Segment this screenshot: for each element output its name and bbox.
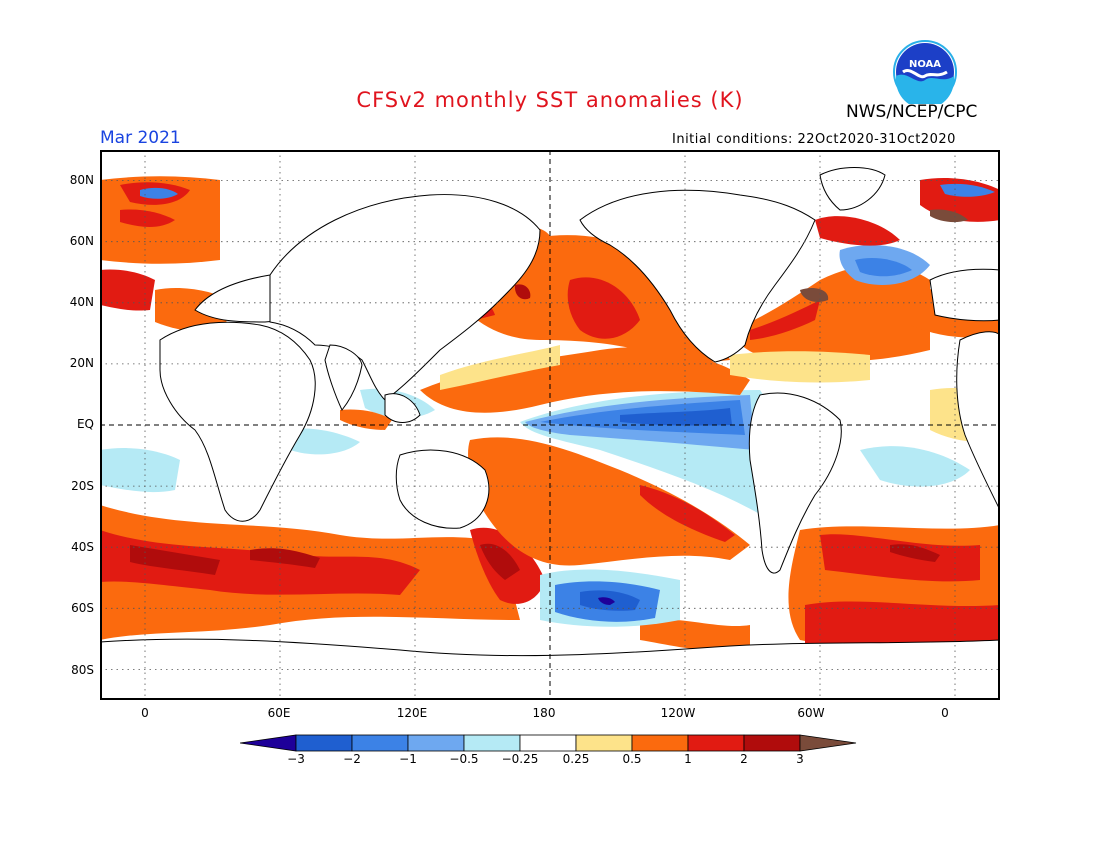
colorbar-label: 1	[684, 752, 692, 766]
map-frame	[100, 150, 1000, 700]
reference-lines	[100, 150, 1000, 700]
colorbar-swatch	[407, 734, 465, 752]
lon-label: 60E	[267, 706, 291, 720]
southern-ocean-warm-band	[100, 505, 1000, 656]
colorbar-swatch	[687, 734, 745, 752]
lon-label: 180	[532, 706, 556, 720]
agency-label: NWS/NCEP/CPC	[846, 102, 978, 122]
pacific-cold-anomaly	[520, 390, 770, 520]
south-pacific-cold-anomaly	[540, 569, 680, 627]
colorbar-swatch	[631, 734, 689, 752]
lon-label: 120E	[396, 706, 428, 720]
colorbar	[240, 734, 857, 752]
month-label: Mar 2021	[100, 128, 181, 148]
lat-label: 40N	[69, 295, 94, 309]
lon-label: 60W	[797, 706, 825, 720]
lat-label: 80S	[71, 663, 94, 677]
colorbar-label: −1	[399, 752, 417, 766]
colorbar-label: −2	[343, 752, 361, 766]
colorbar-label: −0.5	[449, 752, 479, 766]
lat-label: EQ	[76, 417, 94, 431]
map-title: CFSv2 monthly SST anomalies (K)	[356, 88, 744, 112]
lon-label: 0	[941, 706, 949, 720]
colorbar-swatch	[351, 734, 409, 752]
south-pacific-warm-anomaly	[468, 437, 750, 566]
lat-label: 60S	[71, 601, 94, 615]
colorbar-swatch	[743, 734, 801, 752]
colorbar-swatch	[240, 734, 297, 752]
lat-label: 20N	[69, 356, 94, 370]
lat-label: 60N	[69, 234, 94, 248]
colorbar-label: 3	[796, 752, 804, 766]
colorbar-swatch	[799, 734, 857, 752]
colorbar-label: 2	[740, 752, 748, 766]
colorbar-label: 0.5	[622, 752, 642, 766]
colorbar-label: 0.25	[562, 752, 590, 766]
colorbar-swatch	[463, 734, 521, 752]
initial-conditions-label: Initial conditions: 22Oct2020-31Oct2020	[672, 132, 956, 147]
colorbar-label: −3	[287, 752, 305, 766]
north-atlantic-west-anomalies	[100, 176, 230, 333]
colorbar-swatch	[295, 734, 353, 752]
colorbar-label: −0.25	[501, 752, 539, 766]
colorbar-swatch	[519, 734, 577, 752]
sst-anomaly-map	[100, 150, 1000, 700]
lon-label: 120W	[660, 706, 696, 720]
lon-label: 0	[141, 706, 149, 720]
continents	[100, 167, 1000, 700]
colorbar-swatch	[575, 734, 633, 752]
logo-text: NOAA	[909, 59, 941, 70]
lat-label: 40S	[71, 540, 94, 554]
noaa-logo: NOAA	[893, 40, 957, 104]
lat-label: 20S	[71, 479, 94, 493]
lat-label: 80N	[69, 173, 94, 187]
